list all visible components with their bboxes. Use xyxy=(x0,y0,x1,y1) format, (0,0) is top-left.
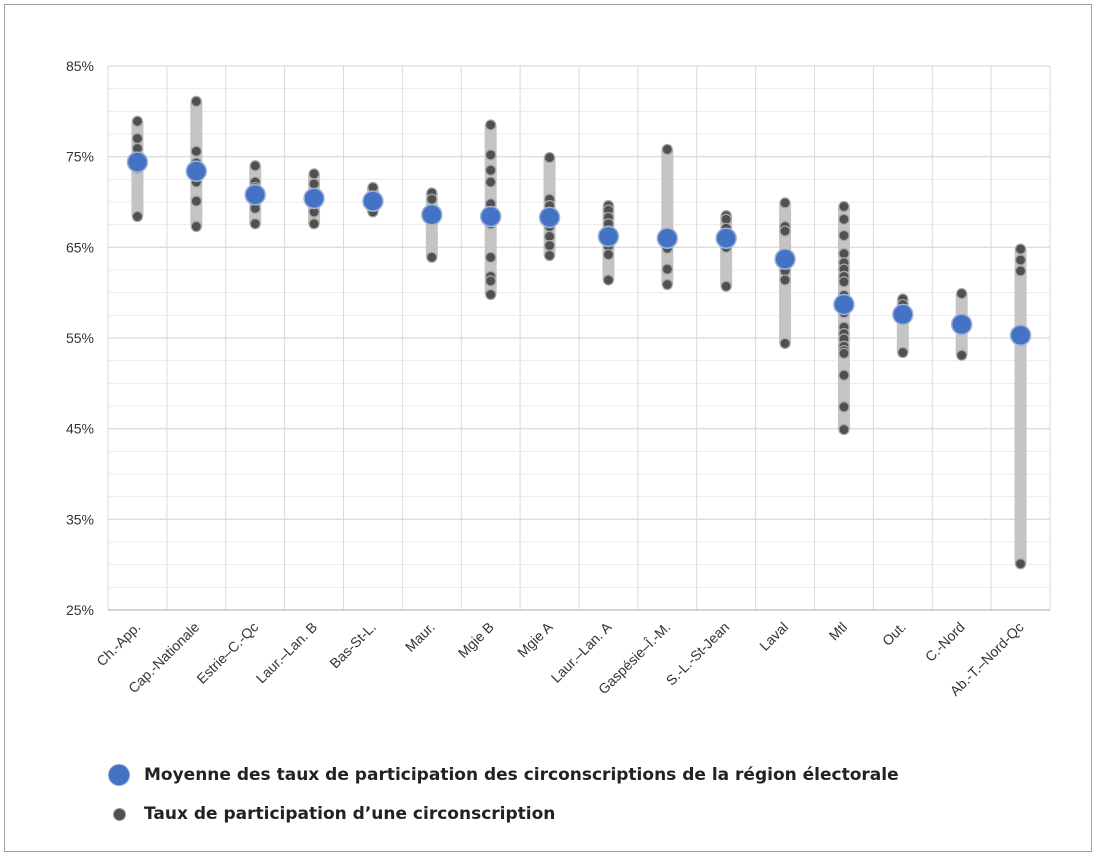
mean-point xyxy=(597,225,620,248)
mean-point xyxy=(538,206,561,229)
chart-frame xyxy=(4,4,1092,852)
circonscription-point xyxy=(956,349,968,361)
circonscription-point xyxy=(838,401,850,413)
y-tick-label: 75% xyxy=(66,149,94,165)
mean-point xyxy=(479,205,502,228)
circonscription-point xyxy=(838,276,850,288)
circonscription-point xyxy=(190,95,202,107)
mean-point xyxy=(126,151,149,173)
circonscription-point xyxy=(543,151,556,164)
x-tick-label: Out. xyxy=(879,619,909,649)
circonscription-point xyxy=(838,213,850,225)
circonscription-point xyxy=(190,220,202,233)
circonscription-point xyxy=(131,115,144,127)
circonscription-point xyxy=(190,145,202,157)
mean-marker-icon xyxy=(108,764,130,786)
mean-point xyxy=(715,227,737,250)
x-tick-label: Mtl xyxy=(826,619,851,644)
circonscription-point xyxy=(838,229,850,242)
mean-point xyxy=(833,293,855,316)
legend-point-label: Taux de participation d’une circonscript… xyxy=(144,804,556,824)
legend-mean: Moyenne des taux de participation des ci… xyxy=(108,764,899,786)
circonscription-point xyxy=(485,149,497,161)
circonscription-point xyxy=(543,239,556,252)
circonscription-point xyxy=(485,164,497,176)
circonscription-point xyxy=(779,337,791,350)
mean-point xyxy=(950,313,973,336)
circonscription-point xyxy=(131,210,144,223)
mean-point xyxy=(892,303,914,326)
circonscription-point xyxy=(838,347,850,360)
x-tick-label: Estrie–C.-Qc xyxy=(193,619,261,687)
y-tick-label: 85% xyxy=(66,58,94,74)
mean-point xyxy=(303,187,325,210)
circonscription-point xyxy=(838,423,850,436)
circonscription-point xyxy=(485,275,497,287)
x-tick-label: Bas-St-L. xyxy=(326,619,379,672)
x-tick-label: Ch.-App. xyxy=(93,619,143,669)
x-tick-label: Mgie A xyxy=(514,618,556,660)
x-tick-label: Mgie B xyxy=(455,619,497,661)
legend-mean-label: Moyenne des taux de participation des ci… xyxy=(144,765,899,785)
x-tick-label: Laur.–Lan. B xyxy=(253,619,320,686)
y-tick-label: 45% xyxy=(66,421,94,437)
circonscription-point xyxy=(190,195,202,207)
circonscription-point xyxy=(426,193,438,205)
circonscription-point xyxy=(308,178,320,190)
circonscription-point xyxy=(661,278,673,291)
mean-point xyxy=(1009,324,1032,347)
circonscription-point xyxy=(1014,243,1027,255)
y-tick-label: 65% xyxy=(66,239,94,255)
range-bar xyxy=(1014,249,1027,564)
y-tick-label: 35% xyxy=(66,511,94,527)
circonscription-point xyxy=(485,251,497,263)
circonscription-point xyxy=(1014,265,1027,277)
circonscription-point xyxy=(308,218,320,230)
x-tick-label: Maur. xyxy=(402,619,438,655)
mean-point xyxy=(185,160,208,182)
circonscription-point xyxy=(838,200,850,213)
circonscription-point xyxy=(602,248,615,261)
x-tick-label: S.-L.-St-Jean xyxy=(663,619,733,689)
circonscription-point xyxy=(426,251,438,263)
circonscription-point xyxy=(720,280,732,292)
circonscription-point xyxy=(779,197,791,209)
circonscription-point xyxy=(131,132,144,145)
mean-point xyxy=(244,183,266,206)
circonscription-point xyxy=(1014,558,1027,570)
circonscription-point xyxy=(249,160,261,172)
x-tick-label: C.-Nord xyxy=(922,619,968,665)
circonscription-point xyxy=(602,274,615,286)
circonscription-point xyxy=(485,288,497,301)
legend-point: Taux de participation d’une circonscript… xyxy=(108,804,555,824)
circonscription-point xyxy=(838,369,850,381)
circonscription-point xyxy=(485,176,497,188)
mean-point xyxy=(774,248,796,270)
circonscription-point xyxy=(1014,254,1027,266)
circonscription-point xyxy=(249,218,261,230)
x-tick-label: Laval xyxy=(756,619,791,654)
circonscription-point xyxy=(485,119,497,131)
point-marker-icon xyxy=(113,807,126,821)
circonscription-point xyxy=(661,263,673,275)
circonscription-point xyxy=(897,346,909,359)
mean-point xyxy=(362,190,384,212)
y-tick-label: 55% xyxy=(66,330,94,346)
circonscription-point xyxy=(779,225,791,237)
y-tick-label: 25% xyxy=(66,602,94,618)
circonscription-point xyxy=(543,249,556,262)
circonscription-point xyxy=(661,143,673,156)
mean-point xyxy=(421,203,443,226)
circonscription-point xyxy=(308,168,320,180)
circonscription-point xyxy=(779,274,791,286)
circonscription-point xyxy=(956,287,968,300)
mean-point xyxy=(656,227,679,250)
